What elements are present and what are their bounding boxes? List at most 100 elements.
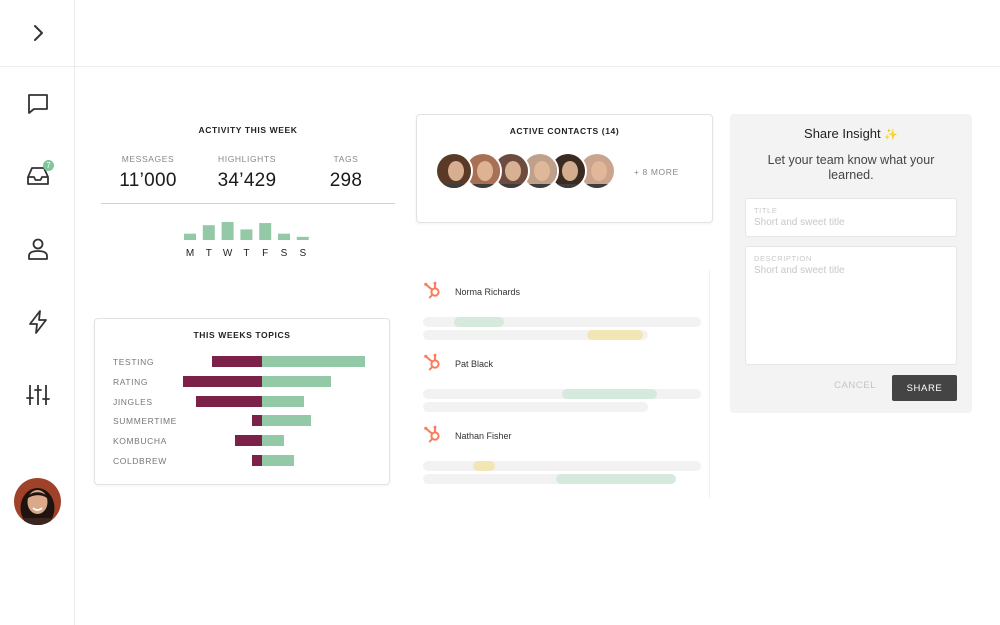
activity-bar <box>202 225 215 240</box>
topic-negative-bar <box>212 356 262 367</box>
transcript-track <box>423 402 648 412</box>
topic-row: TESTING <box>95 356 389 369</box>
sidebar-item-integrations[interactable] <box>22 306 54 338</box>
topics-card: THIS WEEKS TOPICS TESTING RATING JINGLES SU… <box>94 318 390 485</box>
contact-avatar[interactable] <box>435 152 473 190</box>
share-title-text: Share Insight <box>804 126 881 141</box>
sidebar-item-inbox[interactable]: 7 <box>22 160 54 192</box>
stat-value: 34’429 <box>217 170 277 191</box>
sparkle-icon: ✨ <box>884 129 898 141</box>
topic-row: JINGLES <box>95 395 389 409</box>
activity-day-label: F <box>262 248 268 259</box>
share-subtitle: Let your team know what your learned. <box>767 153 935 182</box>
topic-row: KOMBUCHA <box>95 435 389 448</box>
description-input[interactable] <box>754 265 948 355</box>
feed-item[interactable]: Nathan Fisher <box>416 414 710 486</box>
activity-day-label: T <box>206 248 212 259</box>
topic-row: RATING <box>95 375 389 389</box>
chat-bubble-icon <box>28 94 48 114</box>
hubspot-icon <box>424 353 440 371</box>
activity-day-label: W <box>223 248 233 259</box>
cancel-button[interactable]: CANCEL <box>834 380 877 391</box>
share-title: Share Insight ✨ <box>730 126 972 141</box>
stat-value: 11’000 <box>119 170 177 191</box>
title-input[interactable] <box>754 217 948 228</box>
topic-positive-bar <box>262 455 294 466</box>
feed-item[interactable]: Norma Richards <box>416 270 710 342</box>
sidebar-item-messages[interactable] <box>22 88 54 120</box>
highlight-segment[interactable] <box>587 330 643 340</box>
activity-day-label: T <box>243 248 249 259</box>
sidebar-item-settings[interactable] <box>22 379 54 411</box>
topic-negative-bar <box>196 395 262 407</box>
share-button[interactable]: SHARE <box>892 375 957 401</box>
transcript-track <box>423 461 701 471</box>
chevron-right-icon <box>33 25 43 41</box>
hubspot-icon <box>424 281 440 299</box>
person-icon <box>28 238 48 260</box>
topic-row: SUMMERTIME <box>95 415 389 428</box>
topic-positive-bar <box>262 375 331 387</box>
topic-positive-bar <box>262 356 365 367</box>
activity-bar <box>278 233 290 240</box>
topic-negative-bar <box>183 375 262 387</box>
activity-panel: ACTIVITY THIS WEEK MESSAGES 11’000 HIGHL… <box>94 114 402 274</box>
stat-label: HIGHLIGHTS <box>218 154 276 164</box>
transcript-track <box>423 474 648 484</box>
title-field-label: TITLE <box>754 206 778 215</box>
title-field[interactable]: TITLE <box>745 198 957 237</box>
topic-label: RATING <box>113 376 149 387</box>
feed-contact-name: Nathan Fisher <box>455 431 512 441</box>
activity-day-label: M <box>186 248 194 259</box>
feed-contact-name: Pat Black <box>455 359 494 369</box>
contacts-card: ACTIVE CONTACTS (14) + 8 MORE <box>416 114 713 223</box>
topic-negative-bar <box>235 435 262 447</box>
user-avatar[interactable] <box>14 478 61 525</box>
contact-avatar[interactable] <box>520 152 559 190</box>
topic-label: JINGLES <box>113 396 153 407</box>
avatar-portrait <box>14 478 61 525</box>
topic-negative-bar <box>252 455 262 466</box>
share-insight-panel: Share Insight ✨ Let your team know what … <box>730 114 972 413</box>
activity-day-label: S <box>299 248 306 259</box>
topic-negative-bar <box>252 415 262 427</box>
more-contacts-link[interactable]: + 8 MORE <box>634 167 679 177</box>
topic-label: COLDBREW <box>113 456 167 466</box>
topic-label: SUMMERTIME <box>113 416 177 427</box>
feed-contact-name: Norma Richards <box>455 287 521 297</box>
activity-bar <box>240 229 253 240</box>
stat-label: TAGS <box>333 154 359 164</box>
inbox-badge: 7 <box>43 160 54 171</box>
activity-bar <box>184 233 196 240</box>
activity-bar <box>296 236 309 240</box>
topic-label: KOMBUCHA <box>113 436 167 447</box>
top-header <box>75 0 1000 67</box>
hubspot-icon <box>424 425 440 443</box>
sidebar-toggle[interactable] <box>0 0 75 67</box>
highlight-segment[interactable] <box>562 389 657 399</box>
activity-bar <box>221 222 234 240</box>
highlight-segment[interactable] <box>453 317 504 327</box>
sidebar-item-contacts[interactable] <box>22 233 54 265</box>
topic-positive-bar <box>262 395 304 407</box>
activity-divider <box>101 203 395 204</box>
lightning-icon <box>29 310 47 334</box>
feed-item[interactable]: Pat Black <box>416 342 710 414</box>
stat-value: 298 <box>329 170 363 191</box>
activity-day-label: S <box>281 248 288 259</box>
stat-highlights: HIGHLIGHTS 34’429 <box>197 154 297 192</box>
stat-tags: TAGS 298 <box>296 154 396 192</box>
topics-title: THIS WEEKS TOPICS <box>193 330 291 340</box>
activity-feed: Norma Richards Pat Black Nathan Fisher <box>416 270 710 498</box>
inbox-tray-icon <box>27 167 49 185</box>
stat-messages: MESSAGES 11’000 <box>98 154 198 192</box>
contacts-title: ACTIVE CONTACTS (14) <box>509 126 620 136</box>
description-field[interactable]: DESCRIPTION <box>745 246 957 365</box>
highlight-segment[interactable] <box>473 461 496 471</box>
highlight-segment[interactable] <box>556 474 676 484</box>
transcript-track <box>423 317 701 327</box>
activity-title: ACTIVITY THIS WEEK <box>198 125 298 135</box>
sidebar: 7 <box>0 0 75 625</box>
transcript-track <box>423 330 648 340</box>
